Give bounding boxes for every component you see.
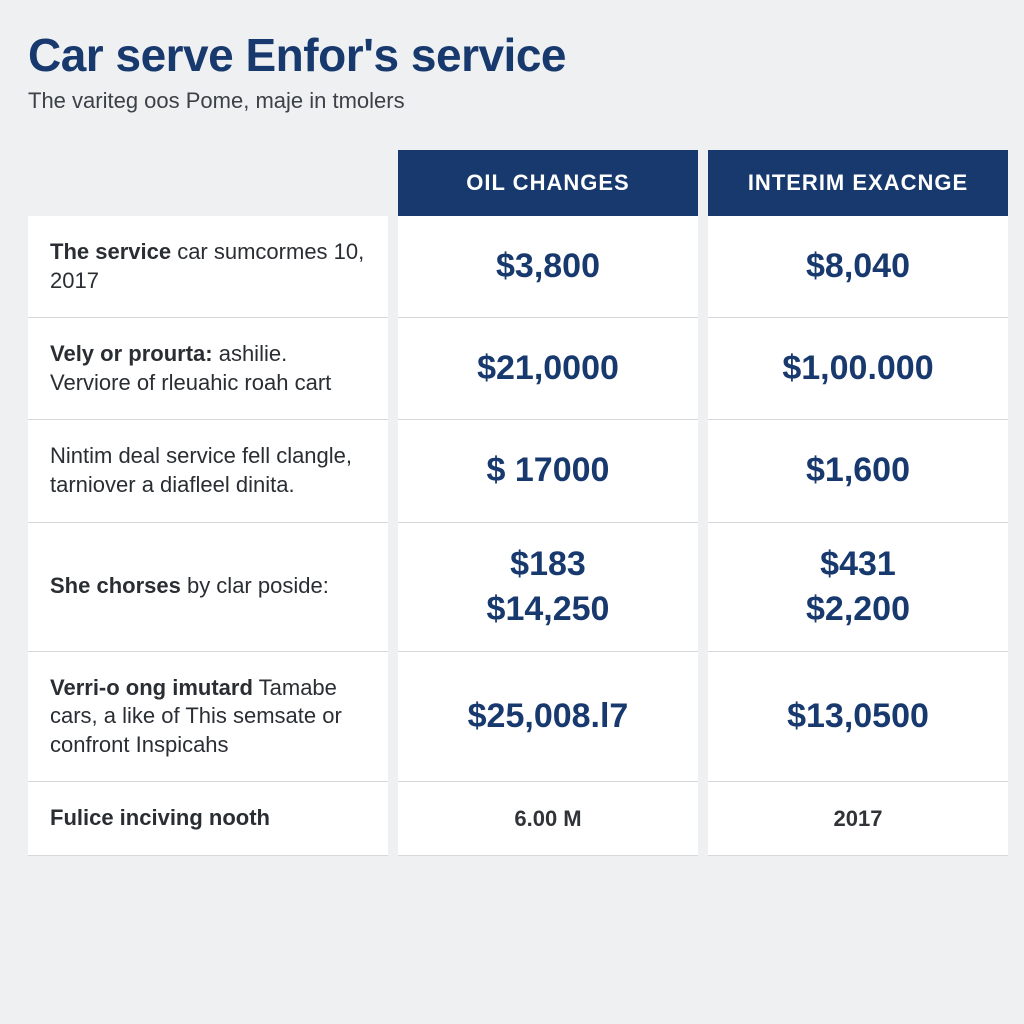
value-cell-col1: 6.00 M <box>398 782 698 856</box>
row-label: Nintim deal service fell clanɡle, tarnio… <box>28 420 388 522</box>
value-text: $1,00.000 <box>782 349 933 388</box>
page-title: Car serve Enfor's service <box>28 28 996 82</box>
row-label-bold: Fulice inciving nooth <box>50 805 270 830</box>
row-label: She chorses by clar poside: <box>28 523 388 652</box>
comparison-table: OIL CHANGES INTERIM EXACNGE <box>28 150 996 216</box>
value-cell-col1: $ 17000 <box>398 420 698 522</box>
value-text: $2,200 <box>806 590 910 629</box>
value-cell-col1: $21,0000 <box>398 318 698 420</box>
value-text: $21,0000 <box>477 349 619 388</box>
page-subtitle: The variteg oos Pome, maje in tmolers <box>28 88 996 114</box>
value-text: $13,0500 <box>787 697 929 736</box>
row-label: Verri-o ong imutard Tamabe cars, a like … <box>28 652 388 783</box>
value-text: $14,250 <box>487 590 610 629</box>
value-cell-col2: $13,0500 <box>708 652 1008 783</box>
value-text: 2017 <box>834 806 883 832</box>
row-label: The service car sumcormes 10, 2017 <box>28 216 388 318</box>
col-header-1: OIL CHANGES <box>398 150 698 216</box>
row-label: Vely or prourta: ashilie. Verviore of rl… <box>28 318 388 420</box>
value-text: $1,600 <box>806 451 910 490</box>
value-text: $431 <box>820 545 896 584</box>
row-label-bold: She chorses <box>50 573 181 598</box>
col-header-2: INTERIM EXACNGE <box>708 150 1008 216</box>
value-text: $ 17000 <box>487 451 610 490</box>
value-text: $3,800 <box>496 247 600 286</box>
row-label-bold: The service <box>50 239 171 264</box>
row-label-rest: by clar poside: <box>181 573 329 598</box>
col-header-empty <box>28 150 388 216</box>
value-text: $183 <box>510 545 586 584</box>
row-label-bold: Vely or prourta: <box>50 341 213 366</box>
table-body: The service car sumcormes 10, 2017 $3,800… <box>28 216 996 856</box>
value-text: 6.00 M <box>514 806 581 832</box>
value-cell-col2: $8,040 <box>708 216 1008 318</box>
row-label: Fulice inciving nooth <box>28 782 388 856</box>
value-text: $8,040 <box>806 247 910 286</box>
row-label-bold: Verri-o ong imutard <box>50 675 253 700</box>
value-cell-col1: $3,800 <box>398 216 698 318</box>
value-cell-col2: $431 $2,200 <box>708 523 1008 652</box>
value-cell-col2: 2017 <box>708 782 1008 856</box>
value-cell-col2: $1,600 <box>708 420 1008 522</box>
value-cell-col1: $25,008.l7 <box>398 652 698 783</box>
value-cell-col1: $183 $14,250 <box>398 523 698 652</box>
row-label-rest: Nintim deal service fell clanɡle, tarnio… <box>50 443 352 497</box>
value-cell-col2: $1,00.000 <box>708 318 1008 420</box>
value-text: $25,008.l7 <box>468 697 629 736</box>
